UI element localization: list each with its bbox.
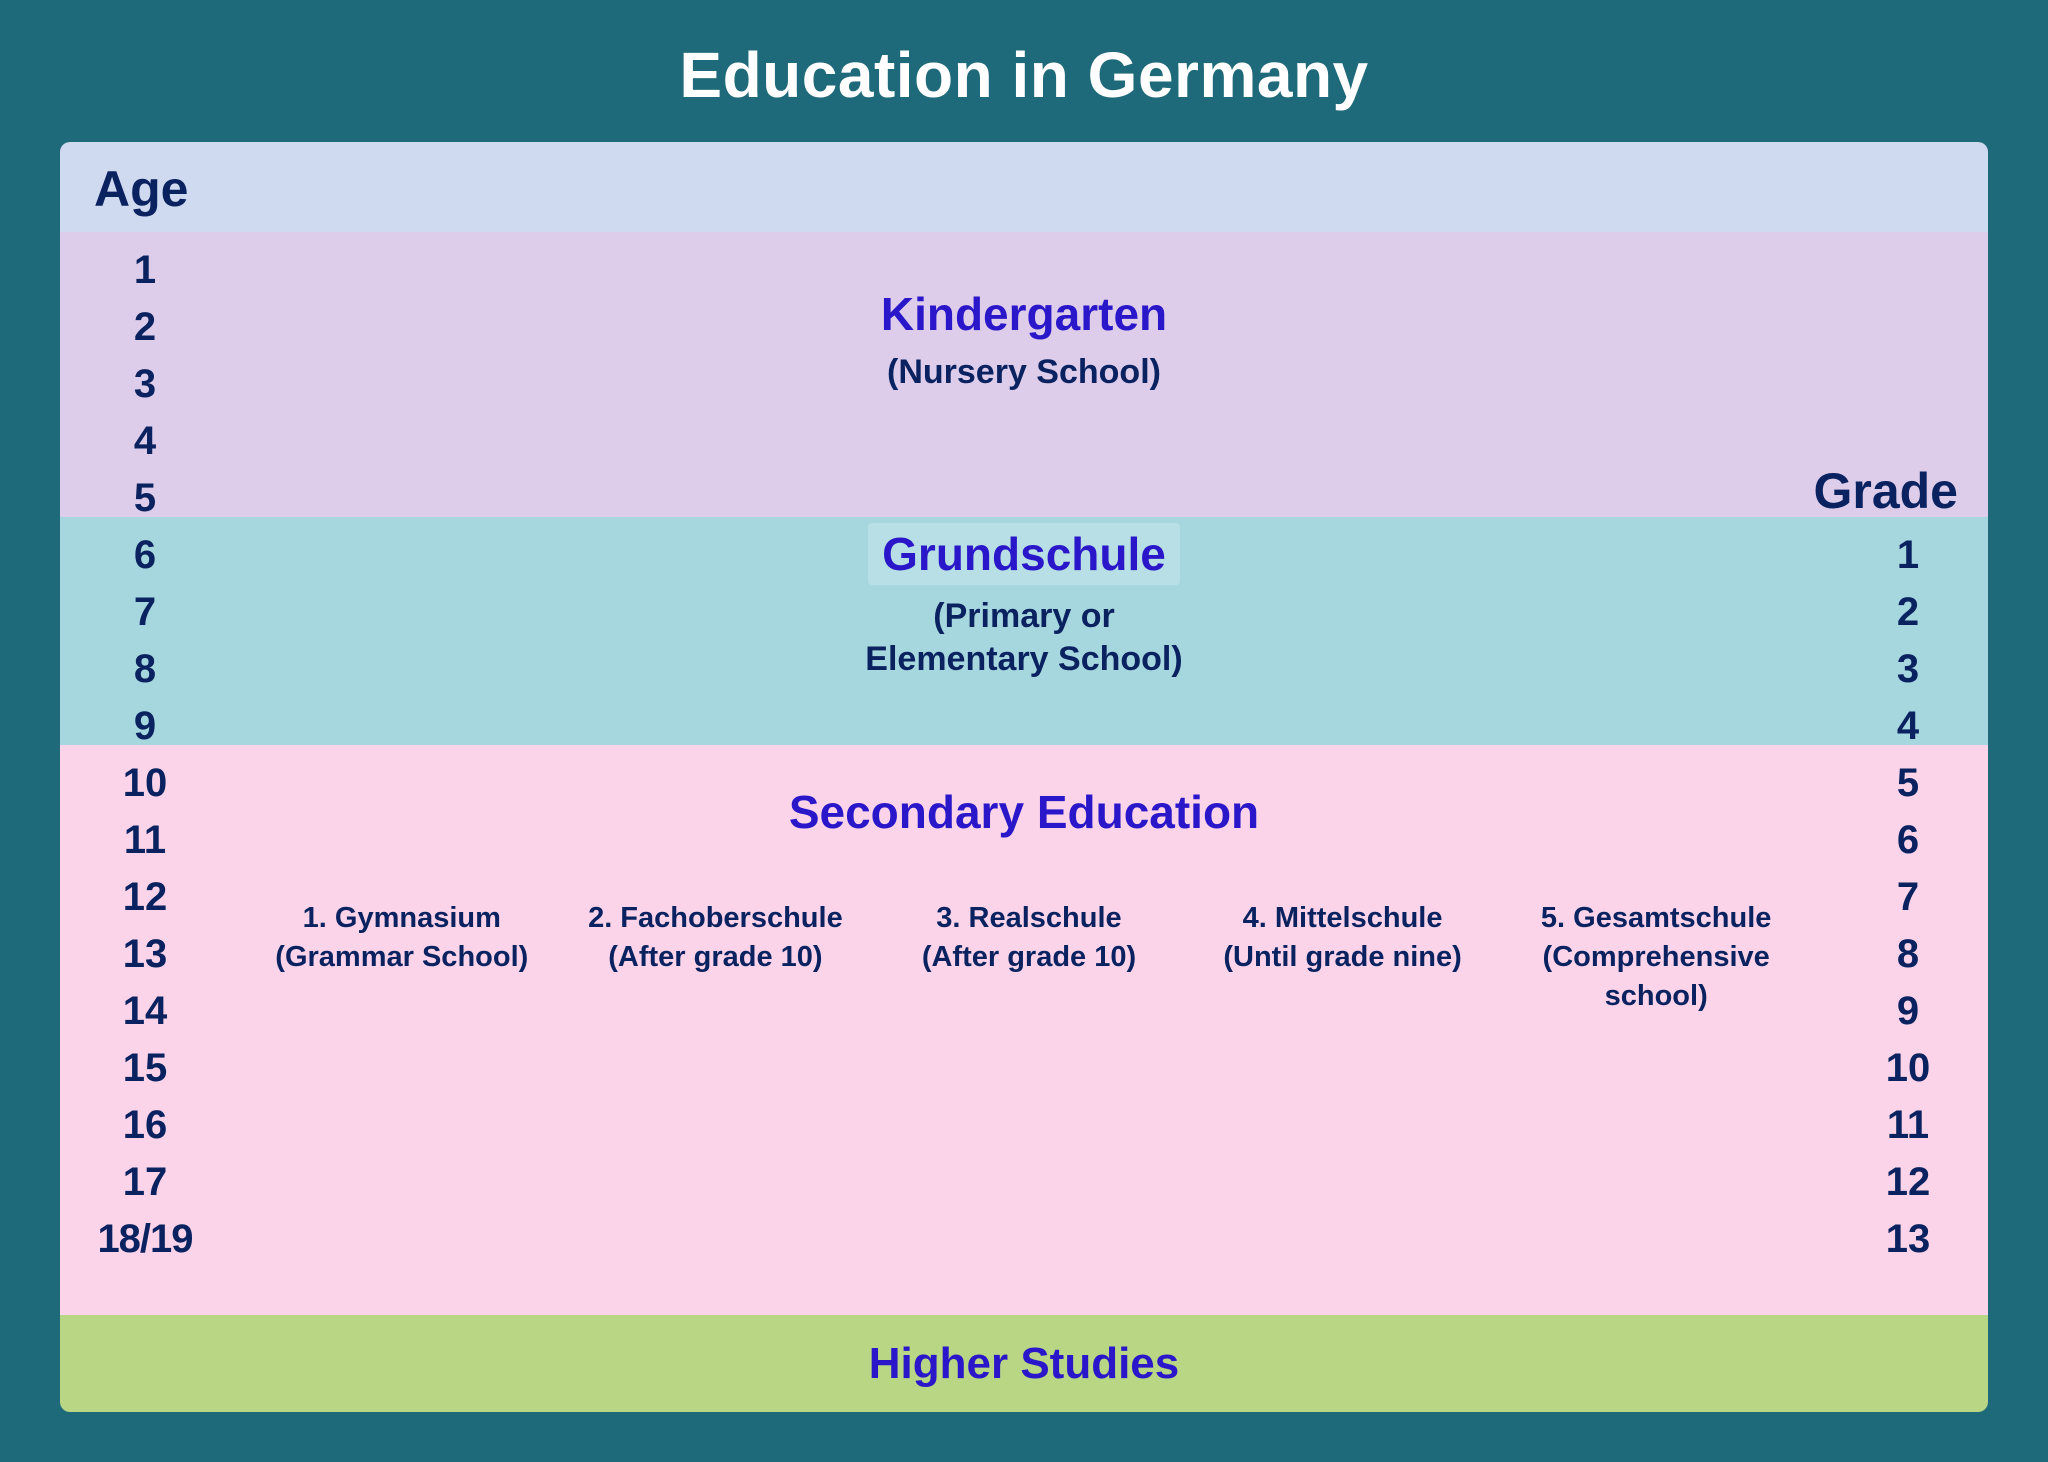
- age-value: 15: [60, 1040, 230, 1097]
- secondary-type: 2. Fachoberschule(After grade 10): [564, 899, 868, 1016]
- grade-value: 7: [1828, 869, 1988, 926]
- grundschule-section: Grundschule (Primary or Elementary Schoo…: [60, 523, 1988, 680]
- age-value: 2: [60, 299, 230, 356]
- education-chart: Age 123456789101112131415161718/19 Grade…: [60, 142, 1988, 1412]
- grade-value: 5: [1828, 755, 1988, 812]
- age-value: 8: [60, 641, 230, 698]
- age-value: 9: [60, 698, 230, 755]
- grundschule-title-text: Grundschule: [868, 523, 1180, 585]
- secondary-type: 5. Gesamtschule(Comprehensiveschool): [1504, 899, 1808, 1016]
- kindergarten-title: Kindergarten: [60, 287, 1988, 341]
- grade-value: 9: [1828, 983, 1988, 1040]
- age-value: 13: [60, 926, 230, 983]
- age-value: 11: [60, 812, 230, 869]
- grade-header: Grade: [1813, 462, 1958, 520]
- age-value: 16: [60, 1097, 230, 1154]
- kindergarten-subtitle: (Nursery School): [60, 351, 1988, 394]
- age-value: 10: [60, 755, 230, 812]
- age-value: 5: [60, 470, 230, 527]
- higher-title: Higher Studies: [869, 1339, 1180, 1389]
- secondary-type: 1. Gymnasium(Grammar School): [250, 899, 554, 1016]
- age-value: 17: [60, 1154, 230, 1211]
- band-header: [60, 142, 1988, 232]
- kindergarten-section: Kindergarten (Nursery School): [60, 287, 1988, 394]
- grade-value: 11: [1828, 1097, 1988, 1154]
- age-value: 18/19: [60, 1211, 230, 1268]
- age-value: 6: [60, 527, 230, 584]
- grade-value: 1: [1828, 527, 1988, 584]
- grade-value: 4: [1828, 698, 1988, 755]
- grundschule-subtitle-line1: (Primary or: [933, 597, 1114, 635]
- age-value: 14: [60, 983, 230, 1040]
- grade-list: 12345678910111213: [1828, 527, 1988, 1268]
- secondary-type: 3. Realschule(After grade 10): [877, 899, 1181, 1016]
- grade-value: 12: [1828, 1154, 1988, 1211]
- canvas: Education in Germany Age 123456789101112…: [0, 0, 2048, 1462]
- age-value: 7: [60, 584, 230, 641]
- grundschule-subtitle: (Primary or Elementary School): [60, 595, 1988, 680]
- age-value: 4: [60, 413, 230, 470]
- grade-value: 8: [1828, 926, 1988, 983]
- age-value: 3: [60, 356, 230, 413]
- grade-value: 10: [1828, 1040, 1988, 1097]
- higher-section: Higher Studies: [60, 1315, 1988, 1412]
- age-list: 123456789101112131415161718/19: [60, 242, 230, 1268]
- page-title: Education in Germany: [60, 20, 1988, 142]
- age-header: Age: [94, 160, 188, 218]
- grade-value: 6: [1828, 812, 1988, 869]
- grade-value: 3: [1828, 641, 1988, 698]
- grade-value: 2: [1828, 584, 1988, 641]
- grade-value: 13: [1828, 1211, 1988, 1268]
- secondary-section: Secondary Education 1. Gymnasium(Grammar…: [60, 785, 1988, 1016]
- grundschule-title: Grundschule: [60, 523, 1988, 585]
- secondary-title: Secondary Education: [60, 785, 1988, 839]
- grundschule-subtitle-line2: Elementary School): [865, 640, 1182, 678]
- secondary-type: 4. Mittelschule(Until grade nine): [1191, 899, 1495, 1016]
- secondary-types-row: 1. Gymnasium(Grammar School)2. Fachobers…: [60, 899, 1988, 1016]
- age-value: 12: [60, 869, 230, 926]
- age-value: 1: [60, 242, 230, 299]
